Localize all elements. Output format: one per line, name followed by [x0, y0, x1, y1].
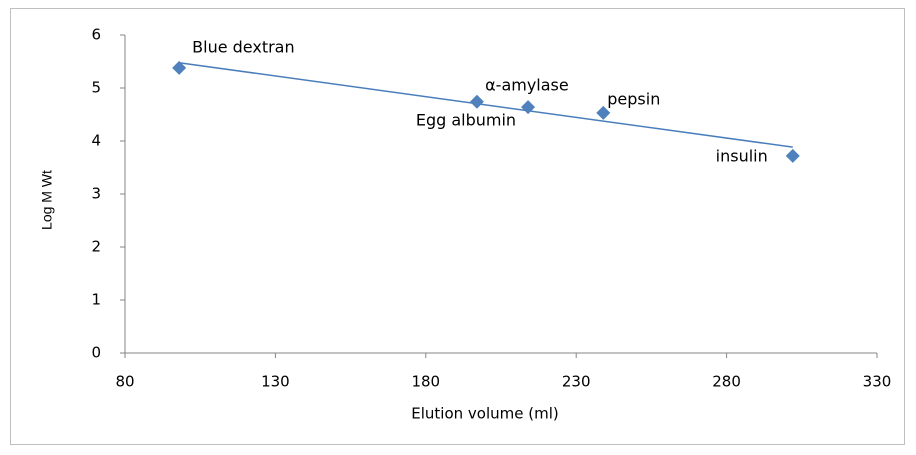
point-label: pepsin: [607, 89, 660, 108]
y-tick-label: 0: [91, 344, 101, 362]
y-tick-label: 5: [91, 79, 101, 97]
x-axis-label: Elution volume (ml): [411, 405, 558, 423]
x-tick-label: 80: [115, 373, 134, 391]
point-label: Egg albumin: [416, 111, 516, 130]
y-tick-label: 2: [91, 238, 101, 256]
x-tick-label: 280: [712, 373, 741, 391]
x-tick-label: 180: [411, 373, 440, 391]
y-tick-label: 4: [91, 132, 101, 150]
point-label: α-amylase: [485, 75, 569, 94]
x-tick-label: 330: [863, 373, 892, 391]
y-axis-label: Log M Wt: [39, 170, 55, 230]
x-tick-label: 230: [562, 373, 591, 391]
marker: [469, 94, 484, 109]
y-tick-label: 1: [91, 291, 101, 309]
y-tick-label: 3: [91, 185, 101, 203]
point-label: Blue dextran: [192, 37, 294, 56]
marker: [785, 148, 800, 163]
chart-border: [10, 8, 905, 445]
x-tick-label: 130: [261, 373, 290, 391]
trendline: [179, 62, 793, 148]
point-label: insulin: [716, 146, 768, 165]
marker: [596, 105, 611, 120]
marker: [521, 100, 536, 115]
y-tick-label: 6: [91, 26, 101, 44]
marker: [172, 60, 187, 75]
